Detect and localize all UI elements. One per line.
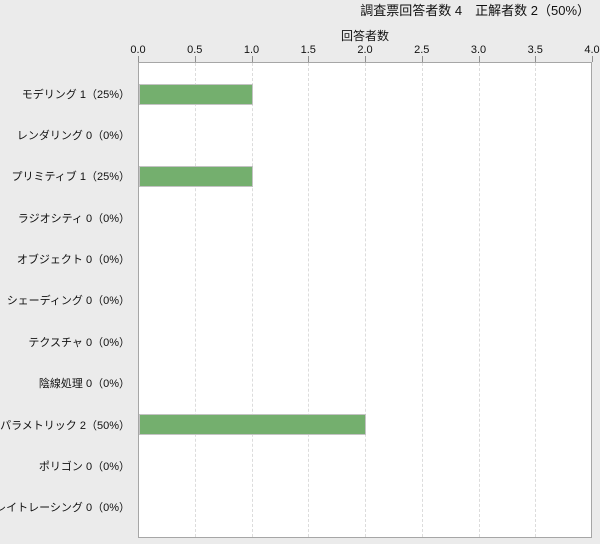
x-tick-label: 2.5	[414, 44, 430, 56]
x-axis-label: 回答者数	[340, 29, 389, 43]
category-label-row: レンダリング 0（0%）	[0, 114, 130, 155]
bar-row	[139, 486, 591, 527]
category-label: シェーディング 0（0%）	[6, 295, 130, 308]
x-tick-label: 4.0	[584, 44, 600, 56]
gridline	[251, 63, 253, 537]
gridline	[535, 63, 537, 537]
x-tick-label: 2.0	[357, 44, 373, 56]
category-axis-labels: モデリング 1（25%） レンダリング 0（0%） プリミティブ 1（25%） ラジオ…	[0, 62, 130, 538]
category-label: ラジオシティ 0（0%）	[17, 212, 130, 225]
category-label: 陰線処理 0（0%）	[38, 378, 130, 391]
category-label: テクスチャ 0（0%）	[28, 336, 130, 349]
x-tick-label: 1.5	[300, 44, 316, 56]
x-tick-mark	[478, 56, 480, 62]
category-label-row: ラジオシティ 0（0%）	[0, 197, 130, 238]
bar-row	[139, 156, 591, 197]
category-label: パラメトリック 2（50%）	[0, 419, 130, 432]
x-tick-label: 3.0	[470, 44, 487, 56]
category-label: モデリング 1（25%）	[21, 88, 130, 101]
category-label-row: ポリゴン 0（0%）	[0, 445, 130, 486]
category-label: レイトレーシング 0（0%）	[0, 502, 130, 515]
plot-area	[138, 62, 592, 538]
category-label: オブジェクト 0（0%）	[16, 254, 130, 267]
x-tick-mark	[308, 56, 310, 62]
x-tick-mark	[535, 56, 537, 62]
x-tick-mark	[138, 56, 139, 62]
x-tick-label: 0.0	[130, 44, 146, 56]
category-label-row: プリミティブ 1（25%）	[0, 156, 130, 197]
category-label-row: オブジェクト 0（0%）	[0, 238, 130, 279]
bar-row	[139, 404, 591, 445]
gridline	[308, 63, 310, 537]
chart-title: 調査票回答者数 4 正解者数 2（50%）	[360, 3, 590, 18]
bar-row	[139, 74, 591, 115]
category-label: プリミティブ 1（25%）	[11, 171, 130, 184]
category-label-row: モデリング 1（25%）	[0, 73, 130, 114]
bar-rows	[139, 63, 591, 537]
bar-row	[139, 445, 591, 486]
bar-row	[139, 198, 591, 239]
x-tick-mark	[365, 56, 366, 62]
category-label-row: 陰線処理 0（0%）	[0, 363, 130, 404]
category-label-row: シェーディング 0（0%）	[0, 280, 130, 321]
x-tick-mark	[251, 56, 253, 62]
bar-row	[139, 362, 591, 403]
bar-row	[139, 321, 591, 362]
x-tick-mark	[194, 56, 196, 62]
gridline	[365, 63, 366, 537]
category-label-row: レイトレーシング 0（0%）	[0, 487, 130, 528]
bar-row	[139, 280, 591, 321]
category-label: レンダリング 0（0%）	[16, 130, 130, 143]
x-tick-label: 0.5	[187, 44, 203, 56]
x-tick-mark	[421, 56, 423, 62]
x-tick-label: 1.0	[243, 44, 260, 56]
bar	[139, 84, 253, 106]
bar-row	[139, 115, 591, 156]
x-tick-label: 3.5	[527, 44, 543, 56]
x-tick-mark	[592, 56, 593, 62]
bar	[139, 413, 366, 435]
category-label: ポリゴン 0（0%）	[38, 460, 130, 473]
category-label-row: テクスチャ 0（0%）	[0, 321, 130, 362]
gridline	[194, 63, 196, 537]
bar-row	[139, 239, 591, 280]
gridline	[421, 63, 423, 537]
category-label-row: パラメトリック 2（50%）	[0, 404, 130, 445]
bar	[139, 166, 253, 188]
gridline	[478, 63, 480, 537]
